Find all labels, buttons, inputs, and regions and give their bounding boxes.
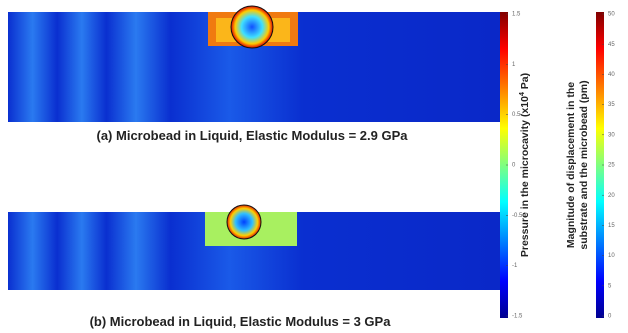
bead-b bbox=[227, 205, 261, 239]
tick-label: 25 bbox=[608, 163, 615, 169]
tick-label: 40 bbox=[608, 72, 615, 78]
tick-label: -1.5 bbox=[512, 314, 523, 320]
colorbar-label: substrate and the microbead (pm) bbox=[578, 80, 590, 249]
tick-label: -0.5 bbox=[512, 213, 523, 219]
tick-label: 35 bbox=[608, 102, 615, 108]
tick-label: 1 bbox=[512, 62, 516, 68]
tick-label: 15 bbox=[608, 223, 615, 229]
tick-label: 50 bbox=[608, 12, 615, 18]
bead-a bbox=[231, 6, 273, 48]
colorbar-label: Magnitude of displacement in the bbox=[565, 82, 577, 248]
colorbar-label: Pressure in the microcavity (x104 Pa) bbox=[519, 73, 531, 257]
tick-label: 30 bbox=[608, 132, 615, 138]
tick-label: 0 bbox=[608, 314, 612, 320]
caption: (b) Microbead in Liquid, Elastic Modulus… bbox=[90, 314, 392, 329]
tick-label: 0.5 bbox=[512, 112, 521, 118]
label-text: Pa) bbox=[519, 73, 531, 92]
tick-label: 20 bbox=[608, 193, 615, 199]
figure: (a) Microbead in Liquid, Elastic Modulus… bbox=[0, 0, 628, 333]
tick-label: 0 bbox=[512, 163, 516, 169]
tick-label: 1.5 bbox=[512, 12, 521, 18]
caption: (a) Microbead in Liquid, Elastic Modulus… bbox=[97, 128, 409, 143]
tick-label: -1 bbox=[512, 263, 518, 269]
tick-label: 5 bbox=[608, 283, 612, 289]
tick-label: 45 bbox=[608, 42, 615, 48]
label-text: Pressure in the microcavity (x10 bbox=[519, 96, 531, 257]
tick-label: 10 bbox=[608, 253, 615, 259]
